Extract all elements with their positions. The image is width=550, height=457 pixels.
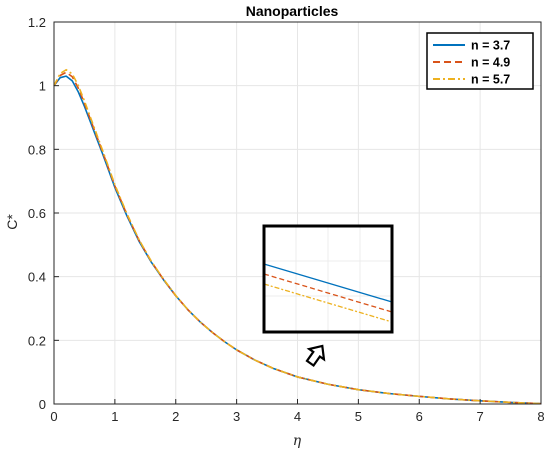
y-tick-label: 0.2 <box>28 333 46 348</box>
zoom-inset <box>262 224 394 334</box>
x-tick-label: 3 <box>233 409 240 424</box>
legend: n = 3.7 n = 4.9 n = 5.7 <box>426 32 534 90</box>
inset-series-line-2 <box>263 273 393 313</box>
inset-series-line-3 <box>263 283 393 323</box>
x-tick-label: 6 <box>416 409 423 424</box>
x-tick-label: 7 <box>477 409 484 424</box>
x-tick-label: 2 <box>172 409 179 424</box>
legend-label-2: n = 4.9 <box>471 56 510 70</box>
zoom-arrow-icon <box>305 344 326 368</box>
y-tick-label: 0.4 <box>28 270 46 285</box>
chart-title: Nanoparticles <box>246 3 339 19</box>
x-tick-label: 8 <box>537 409 544 424</box>
x-tick-label: 5 <box>355 409 362 424</box>
series-line-3 <box>53 68 542 405</box>
x-axis-label: η <box>293 433 302 449</box>
y-tick-label: 1 <box>39 79 46 94</box>
y-axis-label: C* <box>4 214 20 230</box>
legend-label-1: n = 3.7 <box>471 39 510 53</box>
arrow-shape <box>305 344 326 368</box>
x-tick-label: 0 <box>50 409 57 424</box>
inset-series-line-1 <box>263 263 393 303</box>
y-tick-label: 0.8 <box>28 142 46 157</box>
inset-border <box>262 224 394 334</box>
x-tick-label: 1 <box>111 409 118 424</box>
legend-label-3: n = 5.7 <box>471 73 510 87</box>
x-tick-label: 4 <box>294 409 301 424</box>
y-tick-label: 0.6 <box>28 206 46 221</box>
y-tick-label: 1.2 <box>28 15 46 30</box>
y-tick-label: 0 <box>39 397 46 412</box>
